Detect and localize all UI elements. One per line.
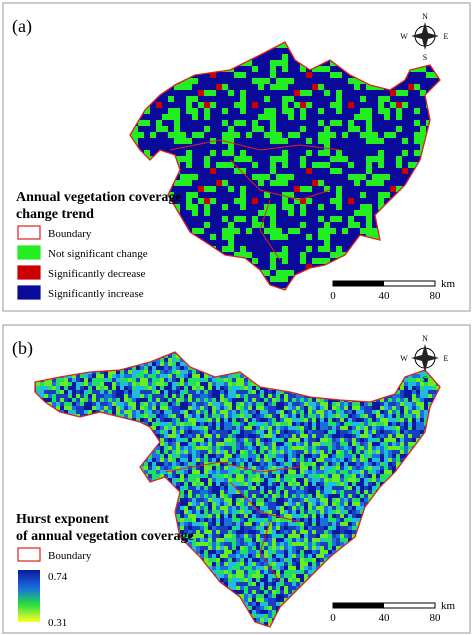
scale-bar-segment	[333, 603, 384, 608]
scale-label: 80	[430, 290, 442, 302]
legend-swatch	[17, 245, 41, 260]
compass-e: E	[444, 32, 449, 41]
compass-star	[411, 22, 439, 50]
county-boundary	[169, 139, 341, 261]
compass-w: W	[400, 354, 408, 363]
panel: (a) N S W E Annual vegetation coverage change …	[2, 2, 471, 312]
compass-s: S	[423, 53, 427, 62]
scale-label: 40	[379, 612, 391, 624]
legend-title: Annual vegetation coverage	[16, 190, 182, 205]
legend-label: Boundary	[48, 550, 92, 562]
scale-bar-segment	[333, 281, 384, 286]
legend-label: Significantly increase	[48, 288, 144, 300]
panel-label: (a)	[12, 16, 32, 37]
scale-unit: km	[441, 278, 456, 290]
colorbar	[18, 570, 40, 622]
legend-title: change trend	[16, 207, 94, 222]
scale-label: 40	[379, 290, 391, 302]
county-boundary	[164, 461, 301, 583]
legend-title: Hurst exponent	[16, 512, 109, 527]
legend-swatch	[17, 265, 41, 280]
scale-label: 80	[430, 612, 442, 624]
colorbar-max: 0.74	[48, 571, 68, 583]
colorbar-min: 0.31	[48, 617, 67, 629]
scale-unit: km	[441, 600, 456, 612]
compass-e: E	[444, 354, 449, 363]
compass-n: N	[422, 334, 428, 343]
compass-w: W	[400, 32, 408, 41]
scale-label: 0	[330, 290, 336, 302]
legend-label: Significantly decrease	[48, 268, 146, 280]
map-region	[129, 41, 441, 291]
compass-n: N	[422, 12, 428, 21]
legend-swatch	[17, 285, 41, 300]
legend-label: Boundary	[48, 228, 92, 240]
legend-title: of annual vegetation coverage	[16, 529, 194, 544]
scale-label: 0	[330, 612, 336, 624]
legend-swatch	[17, 547, 41, 562]
legend-swatch	[17, 225, 41, 240]
compass-star	[411, 344, 439, 372]
compass-s: S	[423, 375, 427, 384]
legend-label: Not significant change	[48, 248, 148, 260]
panel: (b) N S W E Hurst exponent of annual vegetatio…	[2, 324, 471, 634]
panel-label: (b)	[12, 338, 33, 359]
